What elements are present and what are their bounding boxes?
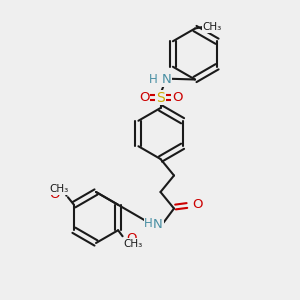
Text: O: O [127, 232, 137, 245]
Text: O: O [49, 188, 60, 201]
Text: H: H [149, 73, 158, 86]
Text: H: H [144, 217, 153, 230]
Text: O: O [139, 91, 149, 104]
Text: CH₃: CH₃ [124, 239, 143, 249]
Text: S: S [156, 91, 165, 104]
Text: CH₃: CH₃ [49, 184, 68, 194]
Text: O: O [192, 198, 202, 212]
Text: N: N [153, 218, 163, 232]
Text: O: O [172, 91, 182, 104]
Text: CH₃: CH₃ [202, 22, 222, 32]
Text: N: N [162, 73, 172, 86]
